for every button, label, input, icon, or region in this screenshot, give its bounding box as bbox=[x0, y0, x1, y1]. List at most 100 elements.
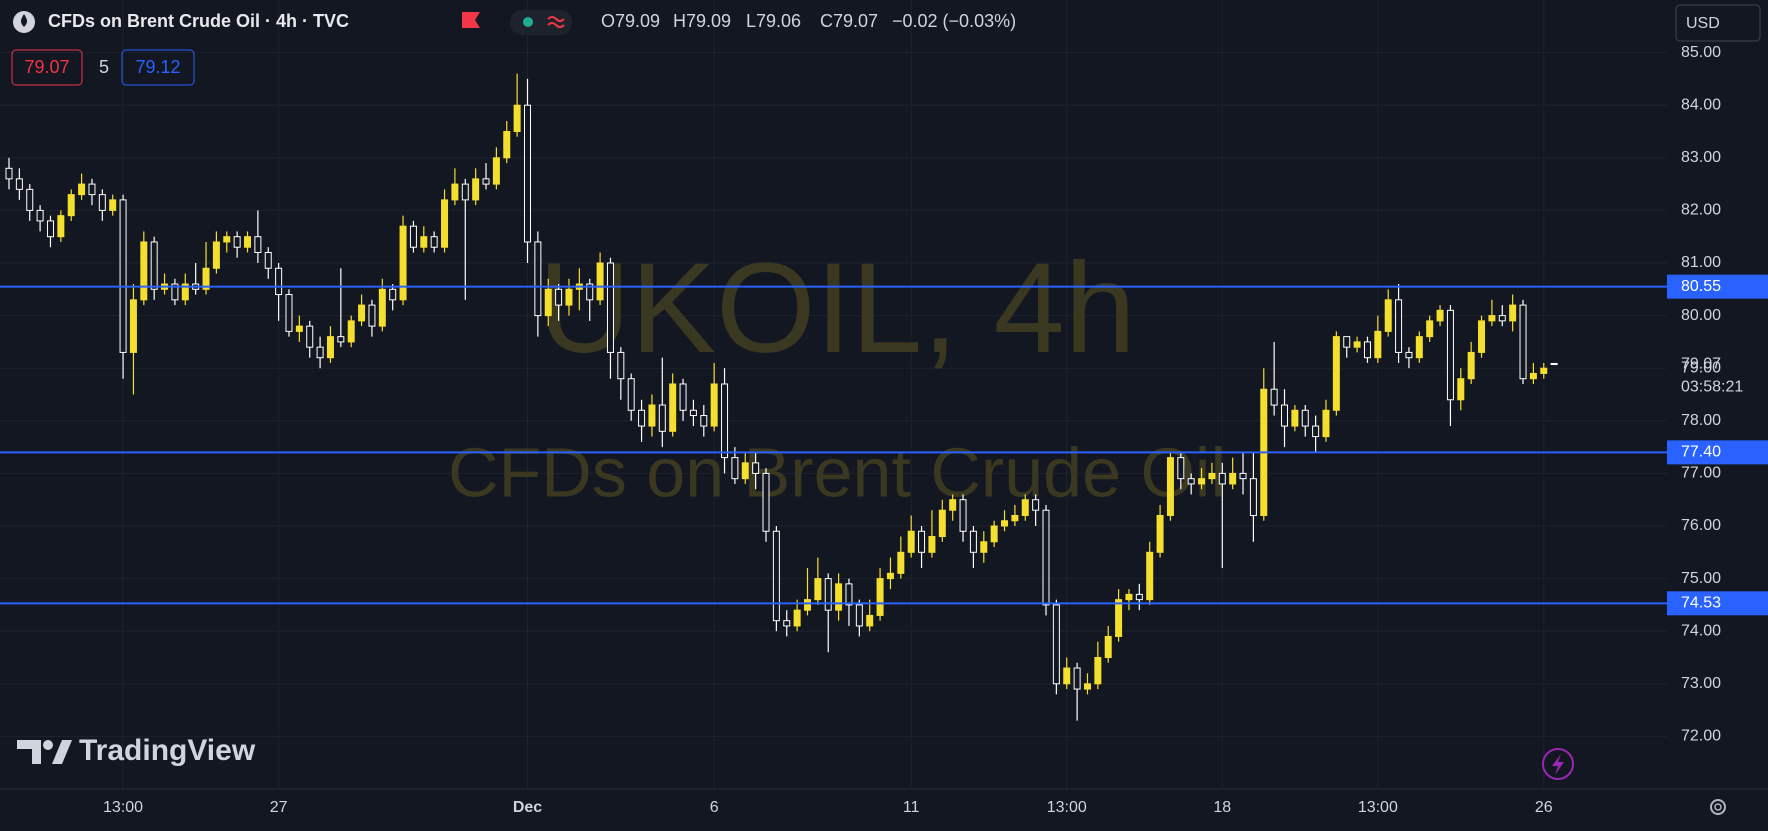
candle-body bbox=[524, 104, 531, 243]
candle-body bbox=[565, 288, 573, 306]
symbol-title[interactable]: CFDs on Brent Crude Oil · 4h · TVC bbox=[48, 11, 349, 31]
candle-body bbox=[606, 262, 614, 353]
lightning-icon bbox=[1552, 754, 1564, 775]
candle-body bbox=[1488, 315, 1496, 322]
currency-label[interactable]: USD bbox=[1686, 15, 1720, 32]
candle-body bbox=[555, 288, 563, 306]
ohlc-close: C79.07 bbox=[820, 11, 878, 31]
status-pill[interactable] bbox=[510, 10, 572, 35]
candle-body bbox=[783, 620, 791, 627]
candle-body bbox=[845, 583, 853, 606]
candle-body bbox=[451, 183, 459, 201]
y-tick-label: 78.00 bbox=[1681, 412, 1721, 429]
candle-body bbox=[36, 209, 44, 222]
candle-body bbox=[1073, 667, 1081, 690]
ask-price[interactable]: 79.12 bbox=[135, 57, 180, 77]
candle-body bbox=[1001, 520, 1009, 527]
lightning-button[interactable] bbox=[1542, 748, 1574, 780]
y-tick-label: 85.00 bbox=[1681, 44, 1721, 61]
candle-body bbox=[866, 614, 874, 627]
ohlc-change: −0.02 (−0.03%) bbox=[892, 11, 1016, 31]
settings-icon bbox=[1714, 803, 1722, 811]
candle-body bbox=[1343, 336, 1351, 348]
candle-body bbox=[897, 551, 905, 574]
candle-body bbox=[109, 199, 117, 211]
candle-body bbox=[1229, 472, 1237, 485]
candle-body bbox=[803, 599, 811, 611]
candle-body bbox=[638, 409, 646, 427]
candle-body bbox=[1415, 336, 1423, 359]
candle-body bbox=[275, 267, 283, 296]
candle-body bbox=[928, 536, 936, 553]
settings-button[interactable] bbox=[1710, 799, 1726, 815]
candle-body bbox=[1446, 309, 1454, 401]
candle-body bbox=[1156, 514, 1164, 553]
flag-icon[interactable] bbox=[462, 12, 480, 28]
candle-body bbox=[824, 578, 832, 611]
candle-body bbox=[1529, 372, 1537, 380]
candle-body bbox=[1208, 472, 1216, 480]
candle-body bbox=[1332, 336, 1340, 411]
candle-body bbox=[586, 283, 594, 301]
bid-price[interactable]: 79.07 bbox=[24, 57, 69, 77]
candle-body bbox=[1353, 341, 1361, 348]
candle-body bbox=[472, 178, 480, 201]
candle-body bbox=[264, 251, 272, 269]
candle-body bbox=[409, 225, 417, 248]
candle-body bbox=[492, 157, 500, 185]
y-tick-label: 72.00 bbox=[1681, 728, 1721, 745]
delay-icon bbox=[547, 16, 565, 28]
currency-button[interactable] bbox=[1675, 4, 1761, 42]
y-tick-label: 84.00 bbox=[1681, 96, 1721, 113]
candle-body bbox=[503, 131, 511, 159]
candle-body bbox=[461, 183, 469, 201]
logo-mark bbox=[17, 740, 41, 764]
candle-body bbox=[46, 220, 54, 238]
y-tick-label: 83.00 bbox=[1681, 149, 1721, 166]
plot bbox=[0, 73, 1667, 721]
x-tick-label: Dec bbox=[513, 799, 542, 816]
candle-body bbox=[1146, 551, 1154, 601]
candle-body bbox=[368, 304, 376, 327]
candle-body bbox=[57, 215, 65, 238]
candle-body bbox=[1270, 388, 1278, 406]
level-label-box bbox=[1667, 274, 1768, 299]
candle-body bbox=[814, 578, 822, 601]
candle-body bbox=[98, 194, 106, 211]
candle-body bbox=[949, 499, 957, 511]
candle-body bbox=[721, 383, 729, 459]
y-tick-label: 80.00 bbox=[1681, 307, 1721, 324]
x-tick-label: 27 bbox=[270, 799, 288, 816]
tradingview-logo[interactable]: TradingView bbox=[17, 734, 256, 767]
bid-box[interactable] bbox=[11, 49, 83, 86]
candle-body bbox=[969, 530, 977, 553]
ohlc-high: H79.09 bbox=[673, 11, 731, 31]
candle-body bbox=[1426, 320, 1434, 338]
candle-body bbox=[420, 236, 428, 248]
candle-body bbox=[1301, 409, 1309, 427]
candle-body bbox=[627, 378, 635, 411]
y-tick-label: 79.00 bbox=[1681, 359, 1721, 376]
ask-box[interactable] bbox=[121, 49, 195, 86]
level-label: 80.55 bbox=[1681, 278, 1721, 295]
candle-body bbox=[295, 325, 303, 332]
candle-body bbox=[88, 183, 96, 196]
candle-body bbox=[1291, 409, 1299, 427]
candle-body bbox=[337, 336, 345, 343]
candle-body bbox=[316, 346, 324, 359]
candle-body bbox=[212, 241, 220, 269]
candle-body bbox=[886, 572, 894, 580]
candle-body bbox=[1042, 509, 1050, 606]
candle-body bbox=[689, 409, 697, 417]
candle-body bbox=[441, 199, 449, 248]
candle-body bbox=[534, 241, 542, 317]
price-axis: 72.00 73.00 74.00 75.00 76.00 77.00 78.00 79.00… bbox=[103, 44, 1768, 816]
candle-body bbox=[1498, 315, 1506, 322]
candle-body bbox=[959, 499, 967, 532]
candle-body bbox=[1032, 499, 1040, 511]
candle-body bbox=[1115, 599, 1123, 637]
candle-body bbox=[1249, 478, 1257, 516]
candle-body bbox=[918, 530, 926, 553]
candle-body bbox=[1218, 472, 1226, 485]
